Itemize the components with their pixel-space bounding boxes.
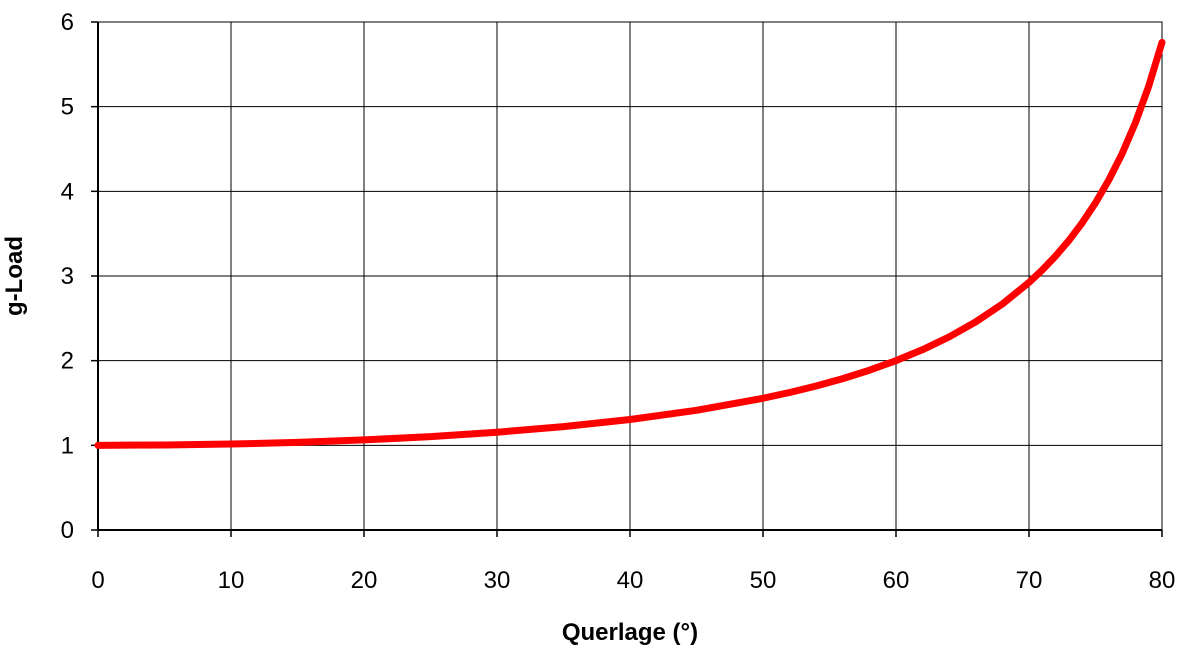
x-tick-label: 60 <box>883 567 910 594</box>
series-line-0 <box>94 38 1166 449</box>
y-tick-label: 4 <box>61 178 74 205</box>
x-tick-labels: 0 10 20 30 40 50 60 70 80 <box>91 567 1175 594</box>
x-tick-label: 50 <box>750 567 777 594</box>
x-tick-label: 30 <box>484 567 511 594</box>
y-tick-label: 3 <box>61 263 74 290</box>
y-tick-label: 5 <box>61 94 74 121</box>
y-tick-label: 6 <box>61 9 74 36</box>
y-tick-labels: 0 1 2 3 4 5 6 <box>61 9 74 544</box>
y-tick-label: 0 <box>61 517 74 544</box>
y-axis-title: g-Load <box>1 236 28 316</box>
x-tick-label: 40 <box>617 567 644 594</box>
y-tick-label: 2 <box>61 348 74 375</box>
y-tick-label: 1 <box>61 432 74 459</box>
x-tick-label: 10 <box>218 567 245 594</box>
x-tick-label: 70 <box>1016 567 1043 594</box>
x-axis-title: Querlage (°) <box>562 619 698 646</box>
x-tick-label: 0 <box>91 567 104 594</box>
series-layer <box>94 38 1166 449</box>
x-tick-label: 80 <box>1149 567 1176 594</box>
x-tick-label: 20 <box>351 567 378 594</box>
